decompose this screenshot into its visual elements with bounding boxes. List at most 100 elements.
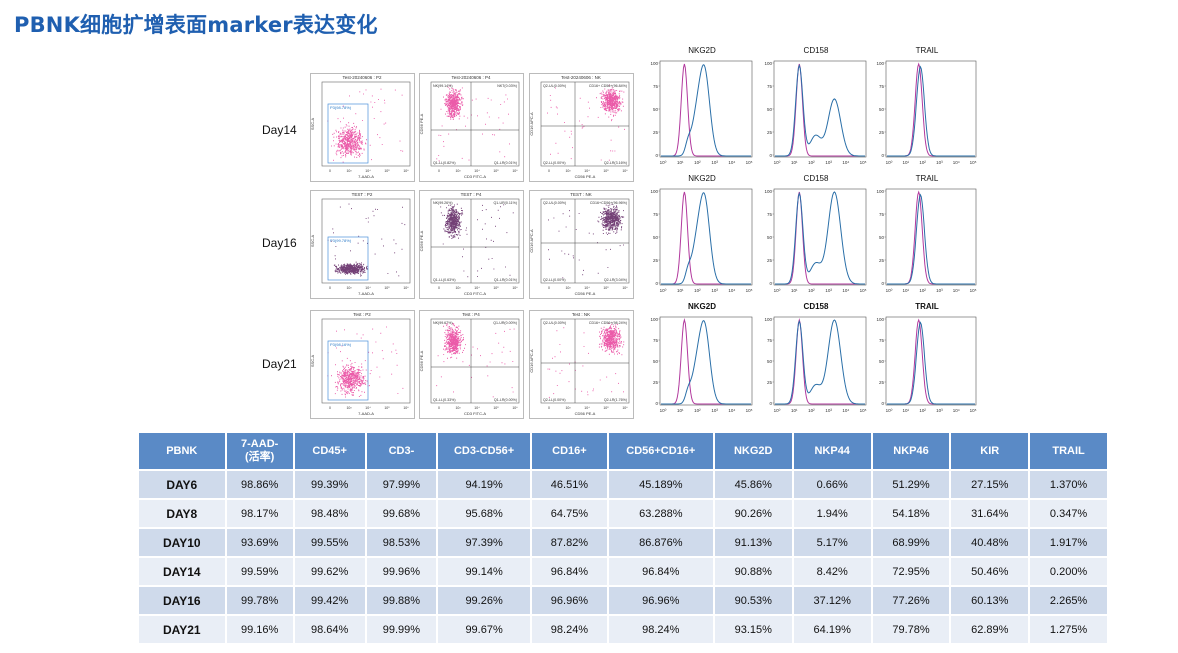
quadrant-lr-label: Q2-LR(1.76%) [604, 398, 627, 402]
histogram-title: NKG2D [688, 174, 716, 183]
histogram-y-tick: 75 [767, 84, 773, 89]
histogram-y-tick: 100 [876, 61, 884, 66]
histogram-y-tick: 100 [650, 189, 658, 194]
table-header-cell: 7-AAD- (活率) [226, 433, 295, 471]
table-row: DAY16 99.78% 99.42% 99.88% 99.26% 96.96% 96.96… [139, 587, 1109, 616]
histogram-y-tick: 75 [767, 212, 773, 217]
histogram-x-tick: 10⁵ [860, 408, 867, 413]
table-cell: 99.59% [226, 558, 295, 587]
table-cell: 98.48% [294, 500, 367, 529]
table-header-cell: TRAIL [1030, 433, 1109, 471]
dot-plot-events [436, 323, 515, 398]
dot-plot-day16-3: TEST : NK 0 10³ 10⁴ 10⁵ 10⁶ CD56 PE-A CD16 APC-… [529, 190, 634, 299]
table-cell: 72.95% [872, 558, 952, 587]
dot-plot-header: TEST : P2 [352, 192, 373, 197]
dot-plot-x-tick: 10⁶ [622, 169, 628, 173]
dot-plot-x-tick: 10⁵ [493, 169, 499, 173]
histogram-x-tick: 10⁴ [842, 288, 849, 293]
table-row: DAY10 93.69% 99.55% 98.53% 97.39% 87.82% 86.87… [139, 529, 1109, 558]
dot-plot-x-tick: 10³ [455, 406, 461, 410]
quadrant-ll-label: Q1-LL(0.82%) [433, 161, 456, 165]
dot-plot-events [547, 322, 625, 398]
dot-plot-events [327, 203, 406, 277]
histogram-x-tick: 10¹ [677, 288, 684, 293]
table-cell: 99.39% [294, 471, 367, 500]
dot-plot-x-tick: 10³ [455, 286, 461, 290]
quadrant-ul-label: NK(99.26%) [433, 201, 453, 205]
dot-plot-day21-1: Test : P2 0 10³ 10⁴ 10⁵ 10⁶ 7-AAD-A SSC-A P3(98.… [310, 310, 415, 419]
histogram-y-tick: 50 [767, 359, 773, 364]
dot-plot-day16-2: TEST : P4 0 10³ 10⁴ 10⁵ 10⁶ CD3 FITC-A CD56 PE-… [419, 190, 524, 299]
histogram-axes [773, 188, 867, 286]
histogram-title: TRAIL [915, 302, 939, 311]
histogram-x-tick: 10⁵ [746, 160, 753, 165]
dot-plot-x-tick: 10⁴ [365, 169, 371, 173]
histogram-x-tick: 10³ [936, 408, 943, 413]
gate-rectangle [327, 236, 369, 281]
table-row-label: DAY10 [139, 529, 227, 558]
dot-plot-axes [430, 318, 520, 404]
quadrant-ur-label: NKT(0.03%) [497, 84, 517, 88]
histogram-y-tick: 50 [879, 107, 885, 112]
dot-plot-events [327, 88, 404, 163]
table-header-cell: NKP44 [793, 433, 873, 471]
histogram-title: NKG2D [688, 46, 716, 55]
histogram-y-tick: 100 [876, 189, 884, 194]
table-cell: 97.99% [366, 471, 439, 500]
histogram-x-tick: 10² [808, 288, 815, 293]
dot-plot-x-tick: 10⁴ [474, 169, 480, 173]
histogram-x-tick: 10³ [711, 408, 718, 413]
dot-plot-day14-2: Test-20240606 : P4 0 10³ 10⁴ 10⁵ 10⁶ CD3 FITC-… [419, 73, 524, 182]
quadrant-lr-label: Q1-LR(0.01%) [494, 278, 517, 282]
dot-plot-x-tick: 10⁶ [622, 286, 628, 290]
marker-curve [775, 319, 865, 405]
dot-plot-header: Test-20240606 : P2 [342, 75, 382, 80]
dot-plot-y-label: SSC-A [310, 118, 315, 131]
dot-plot-x-tick: 10⁵ [384, 286, 390, 290]
dot-plot-day14-3: Test-20240606 : NK 0 10³ 10⁴ 10⁵ 10⁶ CD56 PE-A… [529, 73, 634, 182]
dot-plot-x-tick: 0 [548, 169, 550, 173]
histogram-x-tick: 10⁵ [746, 408, 753, 413]
histogram-x-tick: 10⁵ [970, 160, 977, 165]
histogram-y-tick: 75 [767, 338, 773, 343]
table-row-label: DAY14 [139, 558, 227, 587]
histogram-y-tick: 75 [653, 212, 659, 217]
dot-plot-x-tick: 10³ [346, 169, 352, 173]
histogram-x-tick: 10⁰ [660, 288, 667, 293]
dot-plot-x-label: 7-AAD-A [358, 174, 374, 179]
dot-plot-day14-1: Test-20240606 : P2 0 10³ 10⁴ 10⁵ 10⁶ 7-AAD-A SS… [310, 73, 415, 182]
quadrant-lr-label: Q1-LR(0.01%) [494, 161, 517, 165]
dot-plot-header: Test : P2 [353, 312, 371, 317]
marker-curve [661, 64, 751, 157]
histogram-x-tick: 10⁴ [728, 288, 735, 293]
histogram-x-tick: 10² [919, 408, 926, 413]
quadrant-ll-label: Q2-LL(0.00%) [543, 161, 566, 165]
dot-plot-x-tick: 0 [329, 406, 331, 410]
table-cell: 91.13% [714, 529, 794, 558]
day-label-day21: Day21 [262, 357, 297, 371]
dot-plot-x-tick: 10⁴ [365, 406, 371, 410]
dot-plot-y-label: CD16 APC-A [529, 229, 534, 253]
dot-plot-x-tick: 10⁴ [584, 286, 590, 290]
marker-curve [775, 191, 865, 285]
dot-plot-y-label: CD16 APC-A [529, 349, 534, 373]
histogram-x-tick: 10⁵ [970, 288, 977, 293]
histogram-x-tick: 10¹ [903, 160, 910, 165]
histogram-y-tick: 0 [881, 281, 884, 286]
dot-plot-x-label: 7-AAD-A [358, 291, 374, 296]
dot-plot-header: Test : P4 [462, 312, 480, 317]
histogram-x-tick: 10² [694, 288, 701, 293]
dot-plot-x-tick: 10³ [565, 169, 571, 173]
table-cell: 0.200% [1030, 558, 1109, 587]
table-cell: 45.86% [714, 471, 794, 500]
table-cell: 37.12% [793, 587, 873, 616]
table-cell: 1.370% [1030, 471, 1109, 500]
histogram-y-tick: 25 [653, 130, 659, 135]
histogram-x-tick: 10¹ [903, 288, 910, 293]
histogram-y-tick: 25 [653, 258, 659, 263]
table-row: DAY8 98.17% 98.48% 99.68% 95.68% 64.75% 63.288… [139, 500, 1109, 529]
table-cell: 86.876% [608, 529, 715, 558]
table-cell: 99.99% [366, 616, 439, 645]
histogram-y-tick: 25 [879, 258, 885, 263]
